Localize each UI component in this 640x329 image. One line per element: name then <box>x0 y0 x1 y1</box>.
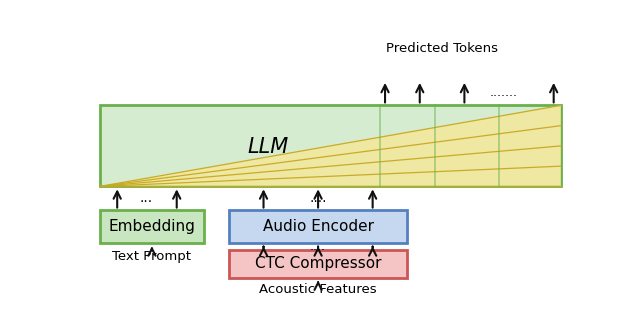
Text: Audio Encoder: Audio Encoder <box>262 219 374 235</box>
Text: ....: .... <box>310 240 326 253</box>
FancyBboxPatch shape <box>100 105 561 187</box>
Text: LLM: LLM <box>248 137 289 157</box>
Text: ...: ... <box>140 191 152 205</box>
FancyBboxPatch shape <box>229 211 407 243</box>
Text: Embedding: Embedding <box>109 219 195 235</box>
Text: CTC Compressor: CTC Compressor <box>255 256 381 271</box>
Polygon shape <box>100 105 561 187</box>
FancyBboxPatch shape <box>229 250 407 278</box>
Text: .......: ....... <box>490 86 518 99</box>
Text: Text Prompt: Text Prompt <box>113 250 191 263</box>
Text: ....: .... <box>309 191 327 205</box>
FancyBboxPatch shape <box>100 211 204 243</box>
Text: Predicted Tokens: Predicted Tokens <box>386 42 498 55</box>
Text: Acoustic Features: Acoustic Features <box>259 283 377 295</box>
